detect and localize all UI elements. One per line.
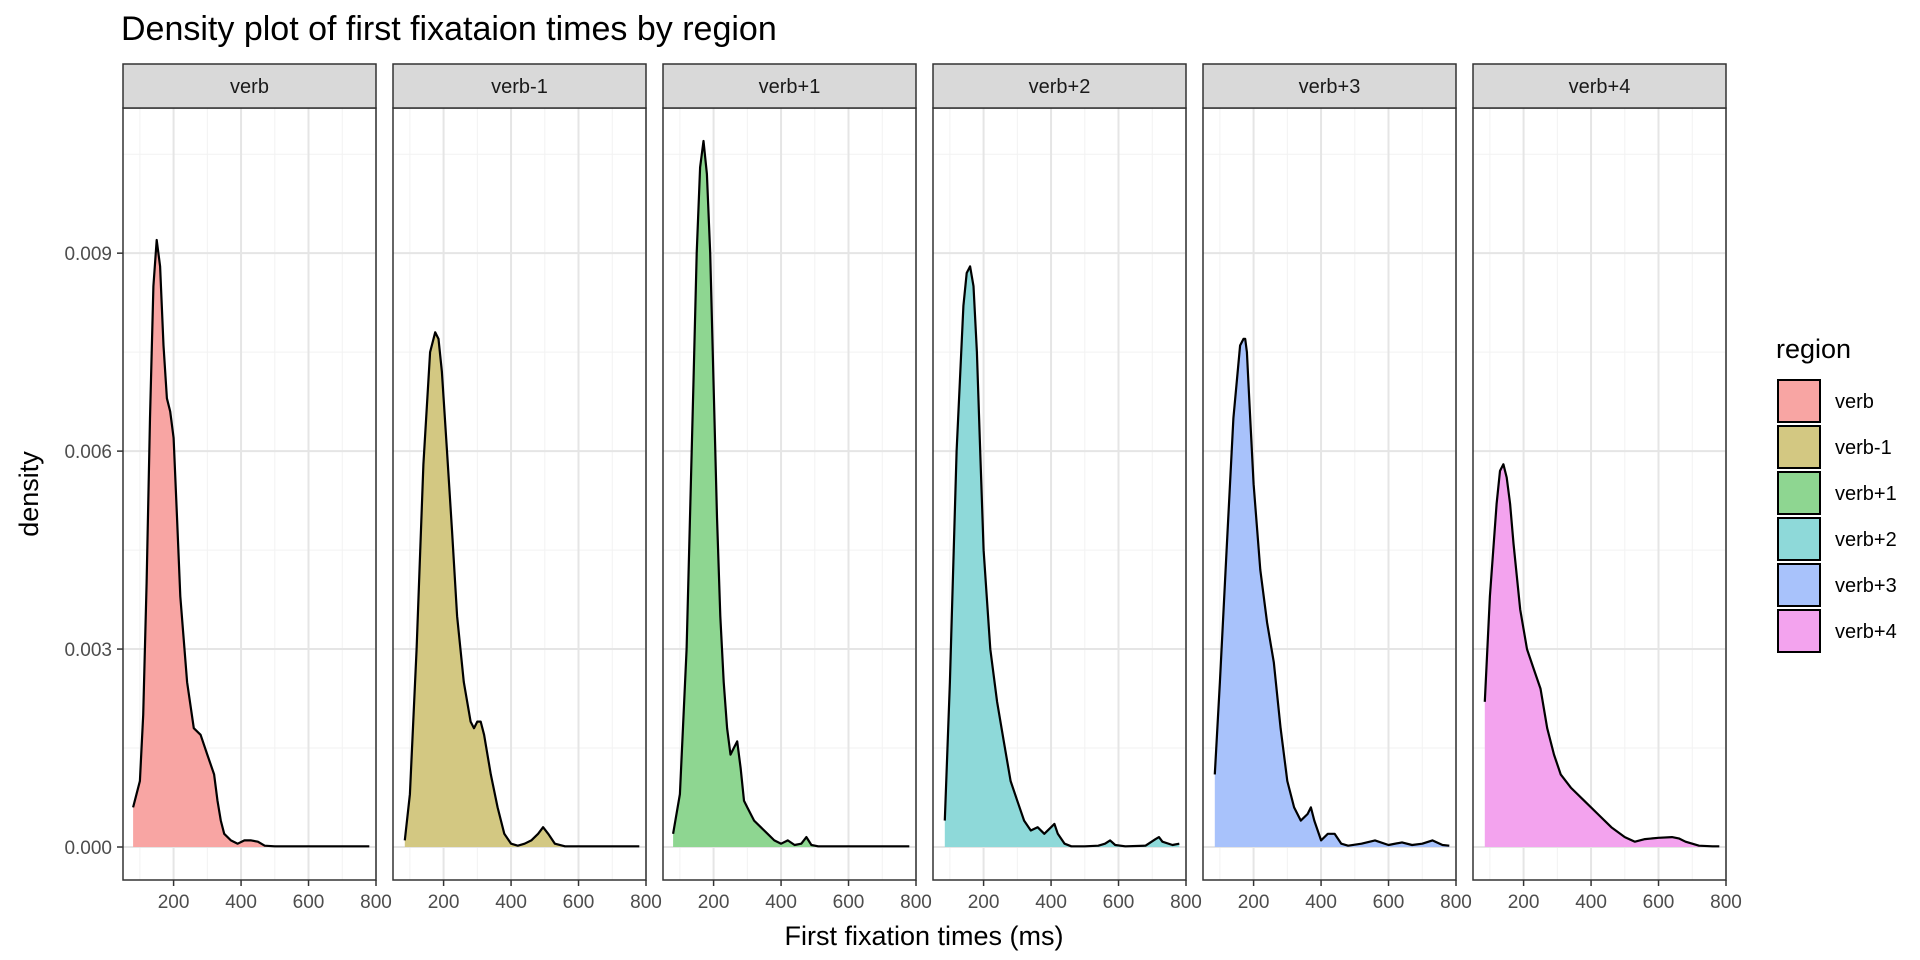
legend-swatch-verb+3 (1777, 563, 1821, 607)
facet-panel-verb+2: verb+2 200 400 600 800 (932, 63, 1202, 913)
x-tick-label: 400 (1305, 892, 1337, 913)
x-tick-label: 200 (158, 892, 190, 913)
x-tick-label: 600 (1643, 892, 1675, 913)
density-line-verb+3 (1213, 337, 1450, 847)
x-tick-label: 200 (1238, 892, 1270, 913)
x-tick-label: 600 (833, 892, 865, 913)
strip-label-verb: verb (230, 76, 269, 98)
y-axis-title: density (14, 451, 44, 537)
legend-swatch-verb+1 (1777, 471, 1821, 515)
strip-background (122, 63, 377, 109)
legend-swatch-verb+2 (1777, 517, 1821, 561)
density-area-verb+4 (1484, 464, 1720, 847)
x-tick-label: 600 (563, 892, 595, 913)
legend-label-verb+2: verb+2 (1835, 529, 1897, 551)
x-tick-label: 800 (900, 892, 932, 913)
x-tick-label: 400 (1575, 892, 1607, 913)
y-tick-label: 0.009 (64, 244, 112, 265)
facet-panel-verb-1: verb-1 200 400 600 800 (392, 63, 662, 913)
facet-panel-verb+3: verb+3 200 400 600 800 (1202, 63, 1472, 913)
x-tick-label: 200 (1508, 892, 1540, 913)
strip-background (1202, 63, 1457, 109)
x-tick-label: 800 (1170, 892, 1202, 913)
density-area-verb-1 (404, 332, 640, 847)
legend-swatch-verb+4 (1777, 609, 1821, 653)
legend: region verb verb-1 verb+1 verb+2 verb+3 verb+4 (1776, 334, 1897, 653)
strip-label-verb+4: verb+4 (1569, 76, 1631, 98)
x-tick-label: 400 (765, 892, 797, 913)
x-tick-label: 200 (428, 892, 460, 913)
density-area-verb+2 (944, 266, 1180, 847)
chart-title: Density plot of first fixataion times by… (121, 10, 777, 48)
density-line-verb+4 (1483, 463, 1720, 848)
x-axis-title: First fixation times (ms) (784, 921, 1063, 951)
density-line-verb+2 (943, 265, 1180, 848)
density-line-verb-1 (403, 331, 640, 848)
legend-label-verb+1: verb+1 (1835, 483, 1897, 505)
facet-panel-verb: verb 200 400 600 800 (122, 63, 392, 913)
x-tick-label: 600 (1373, 892, 1405, 913)
x-tick-label: 200 (698, 892, 730, 913)
legend-label-verb-1: verb-1 (1835, 437, 1892, 459)
legend-title: region (1776, 334, 1851, 364)
x-tick-label: 400 (225, 892, 257, 913)
density-area-verb+3 (1214, 338, 1450, 847)
x-tick-label: 400 (495, 892, 527, 913)
density-line-verb+1 (672, 139, 910, 848)
x-tick-label: 600 (1103, 892, 1135, 913)
legend-label-verb+3: verb+3 (1835, 575, 1897, 597)
strip-background (1472, 63, 1727, 109)
strip-background (662, 63, 917, 109)
strip-label-verb+3: verb+3 (1299, 76, 1361, 98)
density-area-verb (133, 240, 370, 847)
density-area-verb+1 (673, 141, 910, 847)
legend-label-verb+4: verb+4 (1835, 621, 1897, 643)
x-tick-label: 800 (360, 892, 392, 913)
density-line-verb (132, 238, 370, 848)
strip-label-verb+2: verb+2 (1029, 76, 1091, 98)
facet-panel-verb+4: verb+4 200 400 600 800 (1472, 63, 1742, 913)
y-tick-label: 0.006 (64, 442, 112, 463)
x-tick-label: 800 (1710, 892, 1742, 913)
legend-swatch-verb-1 (1777, 425, 1821, 469)
strip-label-verb+1: verb+1 (759, 76, 821, 98)
y-tick-label: 0.000 (64, 838, 112, 859)
strip-background (392, 63, 647, 109)
legend-swatch-verb (1777, 379, 1821, 423)
x-tick-label: 800 (630, 892, 662, 913)
x-tick-label: 400 (1035, 892, 1067, 913)
x-tick-label: 200 (968, 892, 1000, 913)
facet-panel-verb+1: verb+1 200 400 600 800 (662, 63, 932, 913)
x-tick-label: 800 (1440, 892, 1472, 913)
strip-label-verb-1: verb-1 (491, 76, 548, 98)
strip-background (932, 63, 1187, 109)
x-tick-label: 600 (293, 892, 325, 913)
legend-label-verb: verb (1835, 391, 1874, 413)
y-tick-label: 0.003 (64, 640, 112, 661)
